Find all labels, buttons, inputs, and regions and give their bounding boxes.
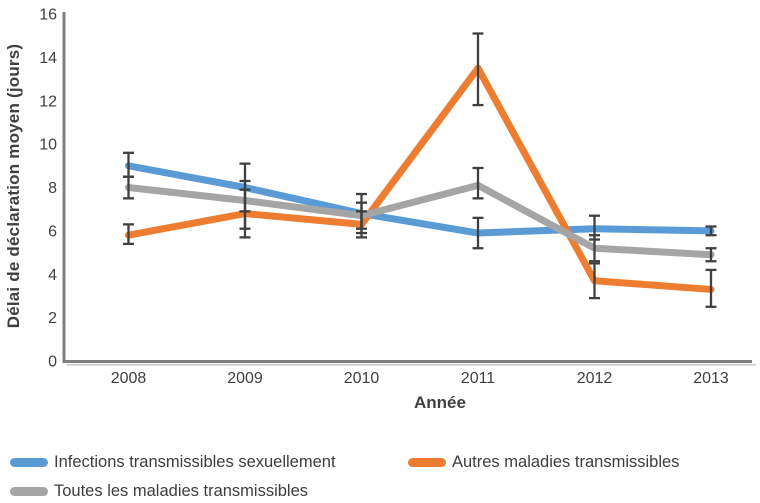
svg-text:2012: 2012: [577, 370, 613, 387]
legend-item-infections: Infections transmissibles sexuellement: [10, 453, 336, 472]
legend-label: Infections transmissibles sexuellement: [54, 453, 336, 471]
x-axis-title: Année: [414, 393, 466, 412]
svg-text:6: 6: [48, 223, 57, 240]
svg-text:2: 2: [48, 310, 57, 327]
svg-text:16: 16: [39, 7, 57, 24]
svg-text:4: 4: [48, 267, 57, 284]
svg-text:2008: 2008: [111, 370, 147, 387]
svg-text:2013: 2013: [693, 370, 729, 387]
legend-label: Toutes les maladies transmissibles: [54, 482, 309, 500]
line-chart-canvas: 0 2 4 6 8 10 12 14 16 2008 2009 2010 2011 2012 2013: [39, 7, 756, 387]
svg-text:14: 14: [39, 50, 57, 67]
legend-swatch-orange-icon: [408, 458, 446, 467]
legend-label: Autres maladies transmissibles: [452, 453, 680, 471]
svg-text:2009: 2009: [227, 370, 263, 387]
legend-item-toutes-maladies: Toutes les maladies transmissibles: [10, 482, 308, 501]
svg-text:8: 8: [48, 180, 57, 197]
svg-text:2011: 2011: [461, 370, 496, 387]
legend-swatch-gray-icon: [10, 487, 48, 496]
y-axis-title: Délai de déclaration moyen (jours): [4, 43, 23, 329]
svg-text:10: 10: [39, 137, 57, 154]
svg-text:2010: 2010: [344, 370, 380, 387]
legend-item-autres-maladies: Autres maladies transmissibles: [408, 453, 679, 472]
legend-swatch-blue-icon: [10, 458, 48, 467]
svg-text:12: 12: [39, 93, 57, 110]
svg-text:0: 0: [48, 354, 57, 371]
